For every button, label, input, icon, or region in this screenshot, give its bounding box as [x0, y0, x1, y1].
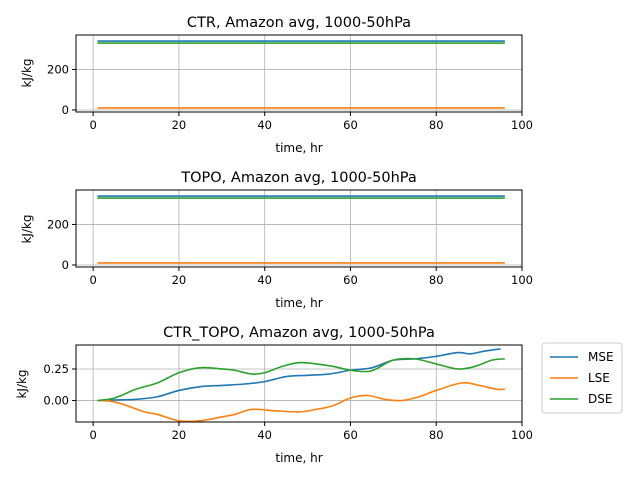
x-tick-label: 100	[511, 428, 533, 442]
y-axis-label: kJ/kg	[20, 214, 34, 243]
x-tick-label: 20	[172, 118, 187, 132]
grid	[76, 190, 523, 267]
subplot-ctr: CTR, Amazon avg, 1000-50hPa time, hr kJ/…	[20, 15, 533, 155]
axes-frame	[75, 34, 523, 113]
grid	[76, 345, 523, 422]
x-tick-label: 60	[343, 118, 358, 132]
series-line-dse	[97, 357, 505, 402]
x-tick-label: 0	[89, 273, 96, 287]
axes-frame	[75, 344, 523, 423]
y-tick-label: 0	[62, 258, 69, 272]
x-axis-label: time, hr	[275, 296, 322, 310]
x-tick-label: 40	[257, 273, 272, 287]
x-tick-label: 60	[343, 428, 358, 442]
series-line-lse	[97, 381, 505, 423]
y-tick-label: 200	[47, 62, 69, 76]
chart-title: CTR, Amazon avg, 1000-50hPa	[187, 15, 411, 31]
series-line-mse	[97, 347, 501, 402]
chart-title: TOPO, Amazon avg, 1000-50hPa	[180, 170, 417, 186]
axes-frame	[75, 189, 523, 268]
y-tick-label: 0	[62, 103, 69, 117]
legend-label-dse: DSE	[588, 392, 612, 406]
x-tick-label: 100	[511, 118, 533, 132]
x-tick-label: 20	[172, 273, 187, 287]
legend-frame	[541, 342, 623, 414]
x-tick-label: 80	[429, 118, 444, 132]
x-tick-label: 20	[172, 428, 187, 442]
legend: MSE LSE DSE	[541, 342, 623, 414]
y-axis-label: kJ/kg	[20, 58, 34, 87]
x-tick-label: 40	[257, 428, 272, 442]
subplot-ctr-topo: CTR_TOPO, Amazon avg, 1000-50hPa time, h…	[15, 325, 533, 465]
x-tick-label: 80	[429, 428, 444, 442]
chart-title: CTR_TOPO, Amazon avg, 1000-50hPa	[163, 325, 435, 341]
y-tick-label: 200	[47, 217, 69, 231]
x-axis-label: time, hr	[275, 451, 322, 465]
x-axis-label: time, hr	[275, 141, 322, 155]
x-tick-label: 80	[429, 273, 444, 287]
legend-label-mse: MSE	[588, 350, 614, 364]
y-tick-label: 0.00	[43, 394, 69, 408]
x-tick-label: 60	[343, 273, 358, 287]
y-tick-label: 0.25	[43, 362, 69, 376]
x-tick-label: 40	[257, 118, 272, 132]
subplot-topo: TOPO, Amazon avg, 1000-50hPa time, hr kJ…	[20, 170, 533, 310]
grid	[76, 35, 523, 112]
x-tick-label: 100	[511, 273, 533, 287]
legend-label-lse: LSE	[588, 371, 610, 385]
x-tick-label: 0	[89, 428, 96, 442]
y-axis-label: kJ/kg	[15, 369, 29, 398]
x-tick-label: 0	[89, 118, 96, 132]
